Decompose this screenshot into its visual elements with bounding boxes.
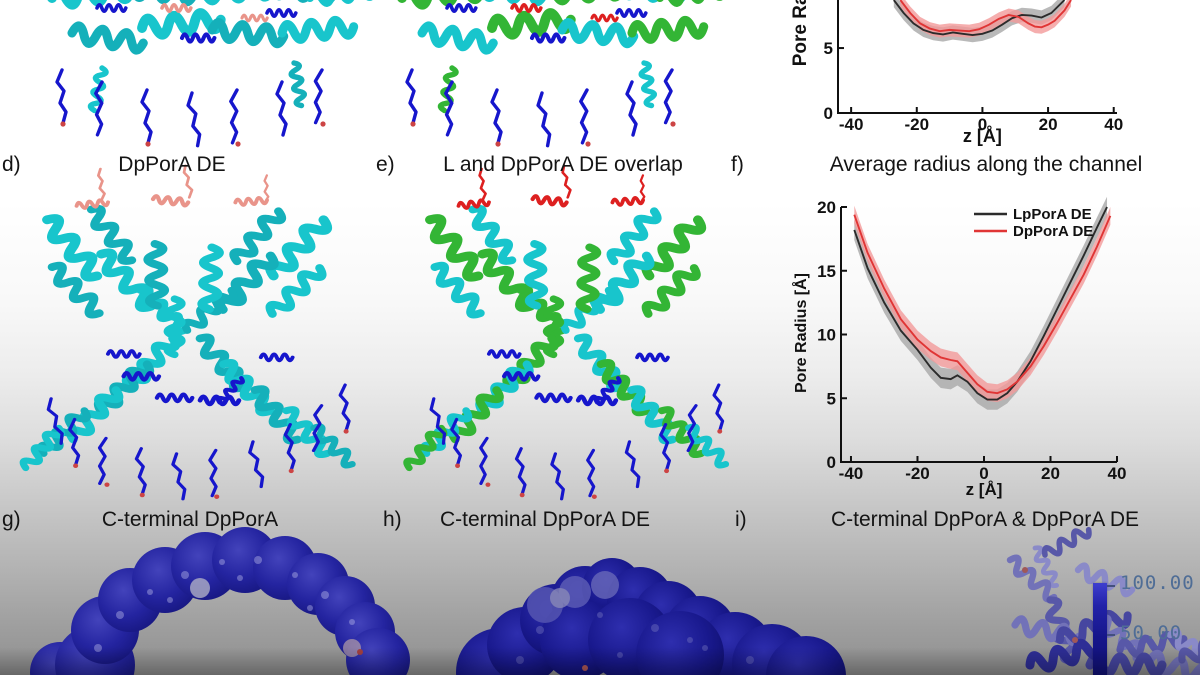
series-line-DpPorA DE [899, 0, 1072, 33]
figure-graphic [746, 656, 754, 664]
chart-top: -40 -20 0 20 40 0 5 z [Å] Pore Radius [Å] [790, 0, 1123, 146]
figure-graphic [321, 591, 329, 599]
figure-graphic [116, 611, 124, 619]
y-tick-label: 15 [817, 262, 836, 281]
figure-graphic [516, 612, 754, 664]
axes-spines [840, 207, 1117, 463]
figure-graphic [357, 649, 363, 655]
figure-graphic [636, 611, 724, 675]
y-axis-label: Pore Radius [Å] [791, 273, 810, 393]
legend-entry: DpPorA DE [1013, 223, 1093, 240]
y-axis-label: Pore Radius [Å] [790, 0, 811, 66]
panel-caption-d: DpPorA DE [118, 153, 226, 176]
x-tick-label: -20 [904, 115, 929, 134]
colorbar-label-100: 100.00 [1120, 572, 1195, 594]
colorbar-label-50: 50.00 [1120, 622, 1183, 644]
figure-graphic [1022, 567, 1028, 573]
figure-graphic [147, 589, 153, 595]
figure-graphic [617, 652, 623, 658]
panel-letter-h: h) [383, 508, 402, 531]
panel-caption-i: C-terminal DpPorA & DpPorA DE [830, 508, 1140, 531]
x-tick-label: -40 [839, 115, 864, 134]
figure-graphic [94, 556, 355, 652]
figure-graphic [237, 575, 243, 581]
colorbar-gradient-bar [1093, 583, 1107, 675]
figure-graphic [343, 639, 361, 657]
figure-graphic [687, 637, 693, 643]
figure-graphic [349, 619, 355, 625]
panel-letter-f: f) [731, 153, 744, 176]
panel-caption-g: C-terminal DpPorA [101, 508, 279, 531]
legend-entry: LpPorA DE [1013, 206, 1092, 223]
panel-caption-h: C-terminal DpPorA DE [439, 508, 651, 531]
y-tick-label: 0 [824, 104, 833, 123]
figure-graphic [702, 645, 708, 651]
figure-graphic [346, 628, 410, 675]
figure-graphic [254, 556, 262, 564]
figure-graphic [597, 612, 603, 618]
panel-letter-d: d) [2, 153, 21, 176]
figure-graphic [181, 571, 189, 579]
figure-graphic [94, 644, 102, 652]
x-tick-label: 20 [1039, 115, 1058, 134]
figure-graphic [292, 572, 298, 578]
figure-graphic [591, 571, 619, 599]
y-tick-label: 10 [817, 326, 836, 345]
y-tick-label: 20 [817, 198, 836, 217]
x-tick-label: 0 [979, 464, 988, 483]
figure-graphic [582, 665, 588, 671]
protein-ribbons-c-terminal-overlap [1006, 525, 1200, 675]
x-axis-label: z [Å] [966, 480, 1003, 499]
figure-graphic [550, 588, 570, 608]
y-tick-label: 0 [827, 453, 836, 472]
figure-graphic [307, 605, 313, 611]
x-tick-label: 40 [1104, 115, 1123, 134]
panel-letter-g: g) [2, 508, 21, 531]
y-tick-label: 5 [827, 389, 836, 408]
figure-graphic [536, 626, 544, 634]
figure-graphic [651, 624, 659, 632]
x-tick-label: 20 [1041, 464, 1060, 483]
panel-caption-f: Average radius along the channel [829, 153, 1143, 176]
figure-graphic [219, 559, 225, 565]
axes-spines [837, 0, 1117, 114]
x-tick-label: 0 [978, 115, 987, 134]
x-tick-label: -20 [905, 464, 930, 483]
protein-surface-c-terminal-dpporA [30, 527, 410, 675]
x-tick-label: 40 [1108, 464, 1127, 483]
figure-graphic [190, 578, 210, 598]
panel-caption-e: L and DpPorA DE overlap [443, 153, 683, 176]
colorbar-tick-50 [1107, 634, 1115, 636]
colorbar-tick-100 [1107, 585, 1115, 587]
panel-letter-i: i) [735, 508, 747, 531]
figure-graphic [516, 656, 524, 664]
x-tick-label: -40 [839, 464, 864, 483]
error-band-LpPorA DE [854, 196, 1108, 410]
error-band-DpPorA DE [900, 0, 1072, 38]
x-axis-label: z [Å] [963, 126, 1002, 146]
protein-surface-c-terminal-dpporA-de [456, 558, 846, 675]
series-line-LpPorA DE [853, 206, 1108, 401]
y-tick-label: 5 [824, 39, 833, 58]
figure-graphic [766, 636, 846, 675]
chart-f: -40 -20 0 20 40 0 5 10 15 20 z [Å] Pore Radius [Å] L… [791, 196, 1127, 499]
panel-letter-e: e) [376, 153, 395, 176]
figure-graphic [167, 597, 173, 603]
series-line-LpPorA DE [893, 0, 1066, 37]
figure-graphic [1072, 637, 1078, 643]
series-line-DpPorA DE [853, 214, 1112, 395]
